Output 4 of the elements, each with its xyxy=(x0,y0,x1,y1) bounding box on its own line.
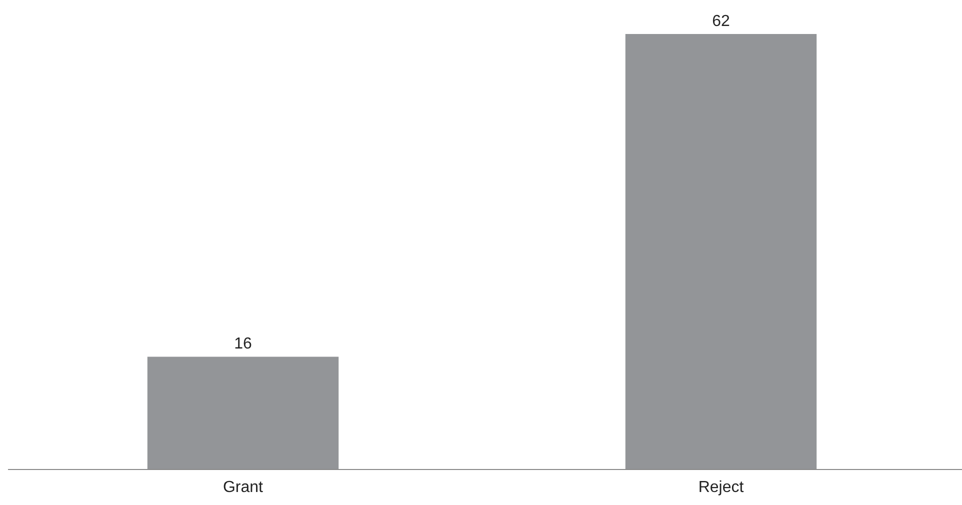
x-tick-label: Reject xyxy=(698,479,744,496)
x-tick-label: Grant xyxy=(222,479,264,496)
data-label: 16 xyxy=(234,336,252,353)
data-label: 62 xyxy=(712,13,730,30)
